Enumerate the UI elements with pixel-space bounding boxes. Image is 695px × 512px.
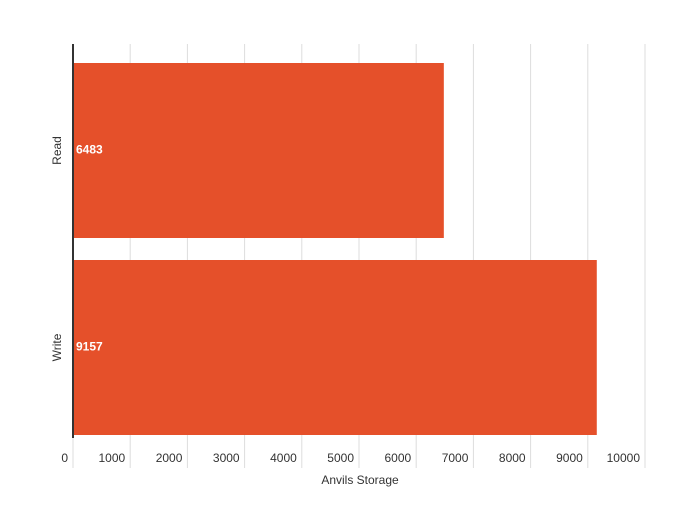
x-tick-label: 1000 [98,451,125,465]
bar [73,260,597,435]
x-tick-label: 0 [61,451,68,465]
x-tick-label: 5000 [327,451,354,465]
x-tick-label: 4000 [270,451,297,465]
y-tick-label: Write [50,333,64,361]
x-tick-label: 9000 [556,451,583,465]
x-tick-label: 7000 [442,451,469,465]
value-label: 9157 [76,340,103,354]
x-tick-label: 2000 [156,451,183,465]
x-tick-label: 10000 [607,451,641,465]
value-label: 6483 [76,143,103,157]
x-axis-label: Anvils Storage [321,473,399,487]
x-tick-label: 8000 [499,451,526,465]
bar [73,63,444,238]
x-tick-label: 6000 [384,451,411,465]
x-tick-label: 3000 [213,451,240,465]
y-tick-label: Read [50,136,64,165]
